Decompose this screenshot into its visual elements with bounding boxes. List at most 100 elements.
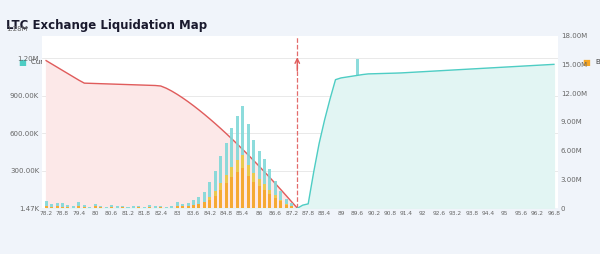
Bar — [159, 207, 162, 208]
Bar — [257, 180, 260, 186]
Bar — [241, 168, 244, 208]
Bar — [94, 207, 97, 208]
Bar — [389, 193, 392, 208]
Text: ■: ■ — [582, 58, 590, 67]
Bar — [192, 200, 195, 205]
Bar — [50, 207, 53, 208]
Bar — [274, 198, 277, 208]
Bar — [389, 190, 392, 193]
Bar — [220, 183, 223, 189]
Bar — [449, 206, 452, 207]
Bar — [460, 205, 463, 207]
Bar — [465, 206, 468, 207]
Bar — [340, 200, 343, 205]
Bar — [520, 205, 523, 208]
Bar — [465, 207, 468, 208]
Bar — [541, 202, 544, 203]
Bar — [203, 192, 206, 202]
Bar — [181, 207, 184, 208]
Bar — [197, 204, 200, 208]
Bar — [61, 203, 64, 207]
Bar — [460, 207, 463, 208]
Bar — [285, 204, 288, 208]
Bar — [377, 184, 380, 208]
Bar — [307, 205, 310, 207]
Bar — [280, 200, 283, 201]
Bar — [421, 200, 424, 201]
Bar — [137, 207, 140, 208]
Bar — [476, 206, 479, 208]
Bar — [176, 202, 179, 206]
Bar — [88, 207, 91, 208]
Bar — [230, 167, 233, 177]
Bar — [427, 193, 430, 202]
Bar — [44, 201, 47, 206]
Bar — [503, 202, 506, 206]
Bar — [367, 166, 370, 171]
Bar — [220, 189, 223, 208]
Bar — [514, 205, 517, 206]
Bar — [208, 182, 211, 197]
Bar — [530, 204, 533, 208]
Bar — [361, 90, 364, 155]
Bar — [454, 204, 457, 207]
Bar — [449, 207, 452, 208]
Bar — [285, 199, 288, 203]
Bar — [443, 206, 446, 208]
Bar — [67, 205, 70, 207]
Bar — [132, 207, 135, 208]
Bar — [127, 207, 130, 208]
Bar — [503, 206, 506, 208]
Bar — [280, 201, 283, 208]
Bar — [268, 189, 271, 194]
Text: ■: ■ — [304, 58, 311, 67]
Bar — [514, 206, 517, 208]
Bar — [520, 204, 523, 205]
Bar — [214, 171, 217, 191]
Bar — [530, 198, 533, 204]
Bar — [438, 205, 441, 208]
Bar — [536, 203, 539, 208]
Bar — [394, 196, 397, 208]
Bar — [432, 203, 435, 204]
Bar — [553, 200, 556, 208]
Bar — [340, 206, 343, 208]
Bar — [449, 203, 452, 206]
Bar — [44, 206, 47, 208]
Bar — [137, 206, 140, 207]
Bar — [350, 189, 353, 200]
Bar — [394, 175, 397, 194]
Bar — [317, 205, 320, 207]
Bar — [547, 200, 550, 201]
Bar — [67, 207, 70, 208]
Bar — [509, 201, 512, 205]
Bar — [389, 168, 392, 190]
Text: Cumulative Short Liquidation Leverage: Cumulative Short Liquidation Leverage — [31, 59, 167, 66]
Bar — [334, 203, 337, 207]
Bar — [170, 207, 173, 208]
Bar — [350, 202, 353, 208]
Bar — [541, 194, 544, 202]
Bar — [400, 198, 403, 208]
Bar — [410, 197, 413, 208]
Bar — [350, 200, 353, 202]
Bar — [553, 199, 556, 200]
Bar — [345, 204, 348, 208]
Bar — [257, 186, 260, 208]
Bar — [312, 207, 315, 208]
Bar — [525, 198, 528, 204]
Bar — [247, 176, 250, 208]
Bar — [290, 206, 293, 207]
Bar — [383, 159, 386, 186]
Bar — [72, 207, 75, 208]
Bar — [56, 207, 59, 208]
Bar — [225, 175, 228, 183]
Bar — [372, 174, 375, 178]
Bar — [536, 196, 539, 203]
Bar — [230, 177, 233, 208]
Bar — [148, 205, 151, 207]
Bar — [493, 206, 496, 208]
Bar — [247, 124, 250, 165]
Bar — [192, 205, 195, 208]
Bar — [121, 206, 124, 207]
